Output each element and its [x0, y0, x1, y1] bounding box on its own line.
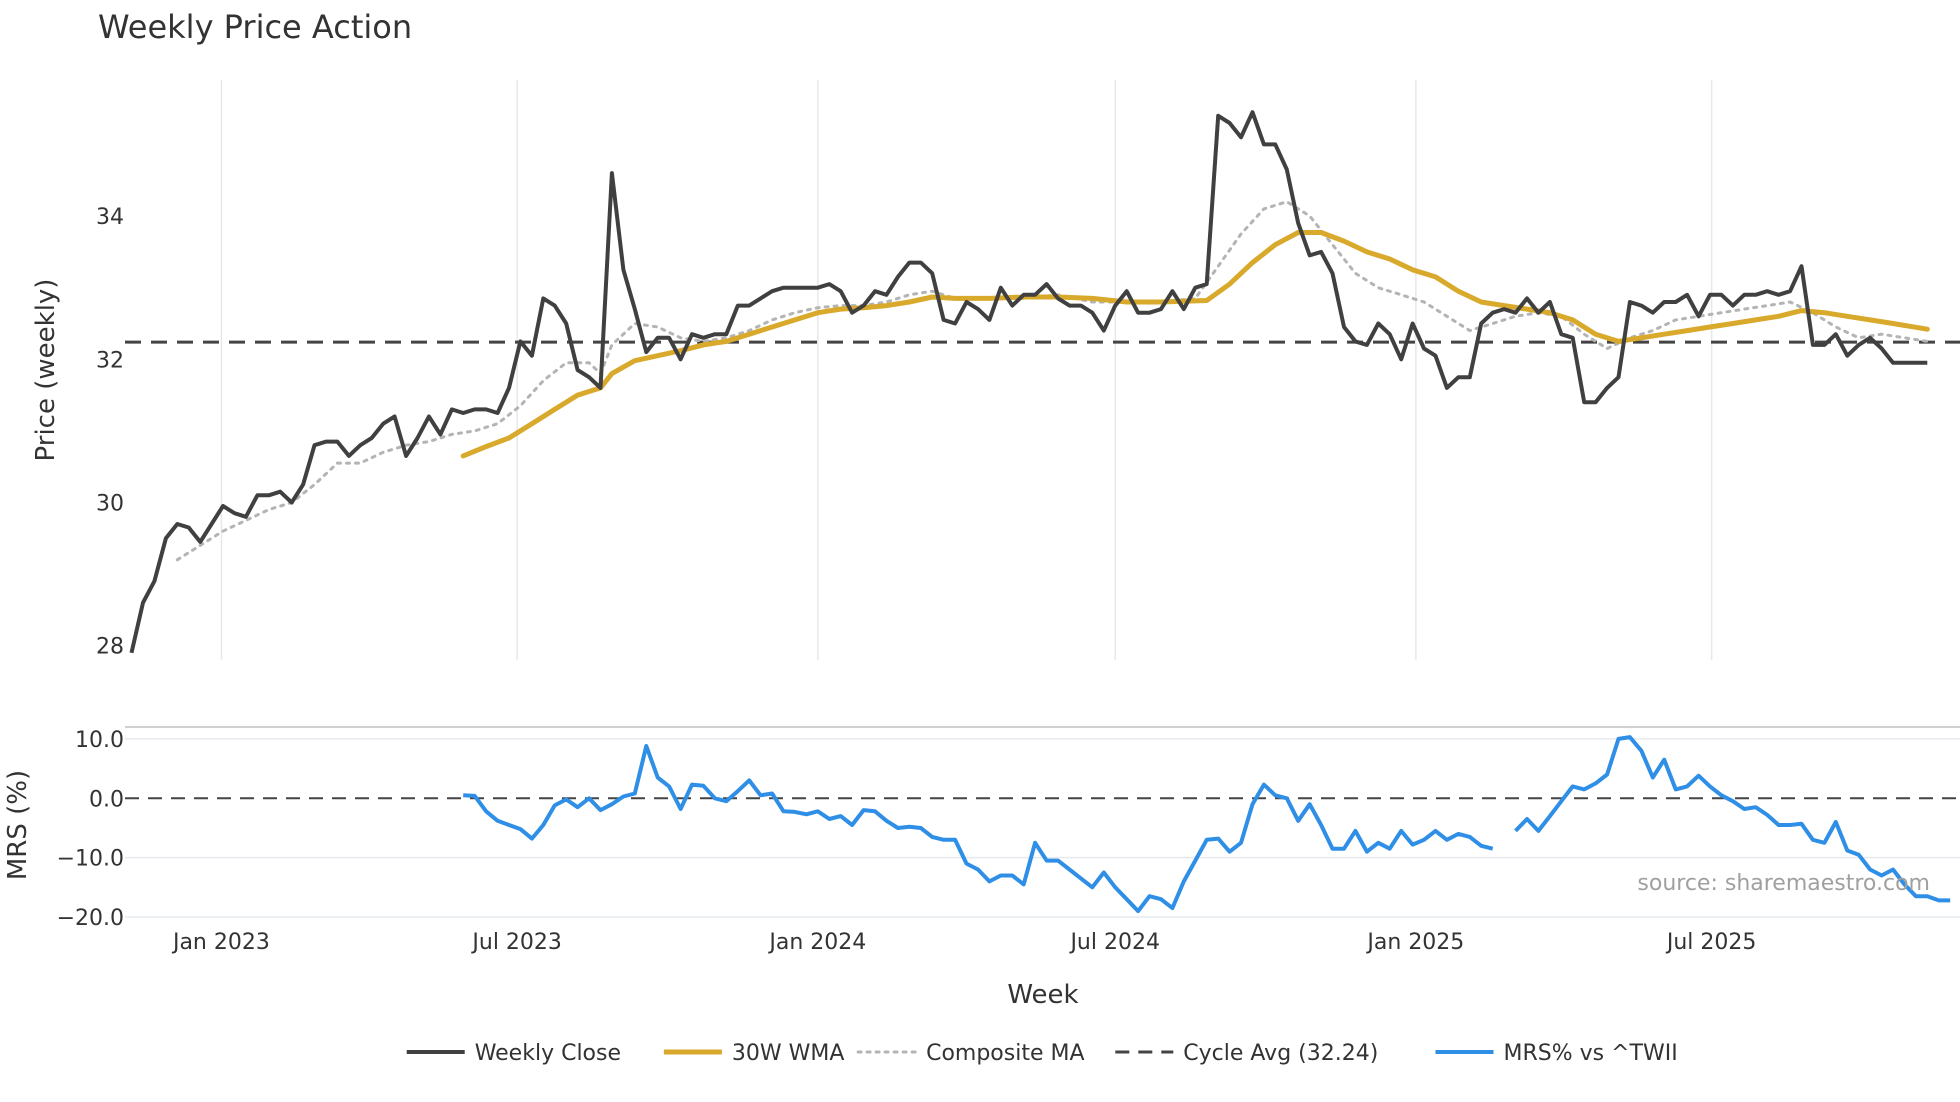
weekly-close-line	[129, 110, 1928, 654]
x-tick-label: Jan 2024	[767, 930, 866, 955]
wma-30w-line	[460, 230, 1930, 459]
legend: Weekly Close 30W WMA Composite MA Cycle Avg…	[406, 1041, 1678, 1066]
x-tick-label: Jul 2023	[470, 930, 562, 955]
legend-item: MRS% vs ^TWII	[1435, 1041, 1678, 1066]
mrs-y-tick-label: −20.0	[57, 906, 124, 931]
x-tick-label: Jul 2024	[1068, 930, 1160, 955]
legend-item: Weekly Close	[406, 1041, 621, 1066]
x-axis-title: Week	[1007, 980, 1078, 1010]
legend-item: Composite MA	[856, 1041, 1085, 1066]
price-y-tick-label: 30	[96, 491, 124, 516]
mrs-y-tick-label: 10.0	[75, 728, 124, 753]
legend-label: MRS% vs ^TWII	[1504, 1041, 1678, 1066]
mrs-panel: 10.0 0.0 −10.0 −20.0 MRS (%) source: sharem…	[3, 726, 1960, 931]
mrs-y-axis: 10.0 0.0 −10.0 −20.0	[57, 728, 124, 931]
price-panel-gridlines	[220, 80, 1713, 660]
price-y-tick-label: 28	[96, 635, 124, 660]
mrs-line	[463, 735, 1951, 914]
legend-item: Cycle Avg (32.24)	[1115, 1041, 1378, 1066]
x-axis: Jan 2023 Jul 2023 Jan 2024 Jul 2024 Jan 2025…	[171, 930, 1756, 955]
price-y-tick-label: 34	[96, 205, 124, 230]
price-panel: 28 30 32 34 Price (weekly)	[31, 80, 1960, 660]
x-tick-label: Jul 2025	[1665, 930, 1757, 955]
price-y-axis-title: Price (weekly)	[31, 279, 61, 462]
legend-label: Weekly Close	[475, 1041, 621, 1066]
legend-label: Composite MA	[926, 1041, 1084, 1066]
legend-label: Cycle Avg (32.24)	[1183, 1041, 1378, 1066]
x-tick-label: Jan 2023	[171, 930, 270, 955]
mrs-y-tick-label: −10.0	[57, 847, 124, 872]
price-y-tick-label: 32	[96, 348, 124, 373]
mrs-y-axis-title: MRS (%)	[3, 770, 33, 880]
mrs-line-segment	[1514, 735, 1951, 903]
source-credit: source: sharemaestro.com	[1637, 871, 1930, 896]
x-tick-label: Jan 2025	[1365, 930, 1464, 955]
mrs-line-segment	[463, 744, 1494, 914]
price-y-axis: 28 30 32 34	[96, 205, 124, 660]
chart-title: Weekly Price Action	[98, 8, 412, 46]
legend-label: 30W WMA	[732, 1041, 845, 1066]
mrs-y-tick-label: 0.0	[89, 787, 124, 812]
legend-item: 30W WMA	[663, 1041, 845, 1066]
